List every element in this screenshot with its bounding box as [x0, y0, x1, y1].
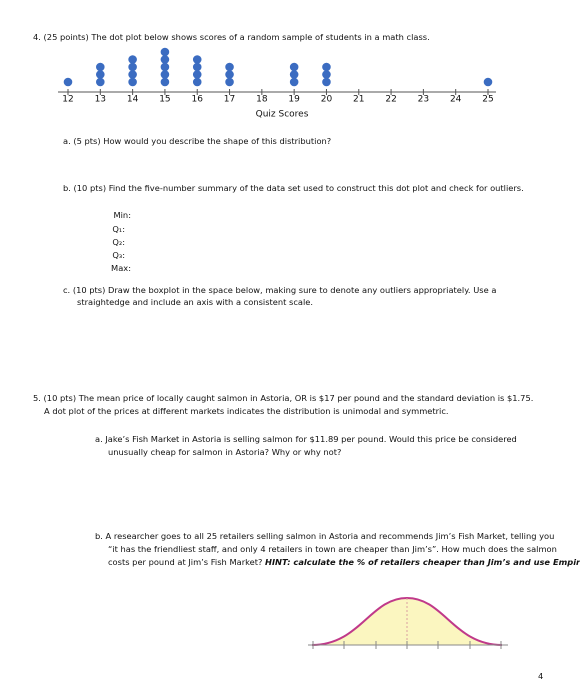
- x-tick-label: 22: [385, 95, 396, 105]
- dot: [128, 62, 137, 72]
- dot: [289, 70, 299, 79]
- x-tick-label: 14: [127, 95, 139, 105]
- dot: [160, 47, 170, 57]
- dot: [192, 77, 202, 87]
- question-part: unusually cheap for salmon in Astoria? W…: [108, 447, 342, 457]
- question-part: “it has the friendliest staff, and only …: [108, 544, 557, 554]
- x-axis-label: Quiz Scores: [256, 110, 309, 120]
- dot-column: [225, 62, 234, 87]
- question-part: a. (5 pts) How would you describe the sh…: [63, 136, 332, 146]
- dot: [192, 55, 202, 64]
- ticks: [312, 641, 502, 649]
- question-heading: 5. (10 pts) The mean price of locally ca…: [33, 393, 534, 403]
- question-part: b. (10 pts) Find the five-number summary…: [63, 183, 524, 193]
- question-heading: A dot plot of the prices at different ma…: [44, 406, 449, 416]
- summary-label: Max:: [111, 263, 131, 273]
- dot: [322, 62, 331, 72]
- x-tick-label: 15: [159, 95, 170, 105]
- x-tick-label: 23: [418, 95, 429, 105]
- dot: [160, 55, 170, 64]
- x-tick-label: 21: [353, 95, 364, 105]
- dot: [160, 70, 170, 79]
- dot: [225, 77, 234, 87]
- hint: HINT: calculate the % of retailers cheap…: [265, 557, 580, 567]
- x-tick-label: 16: [192, 95, 204, 105]
- dot-column: [96, 62, 105, 87]
- summary-label: Q₁:: [112, 224, 125, 234]
- dot-column: [483, 77, 493, 87]
- dot-column: [289, 62, 299, 87]
- dot: [192, 70, 202, 79]
- page-number: 4: [538, 671, 544, 681]
- dot-column: [322, 62, 331, 87]
- dot: [96, 77, 105, 87]
- dot: [128, 70, 137, 79]
- dot: [289, 77, 299, 87]
- dot: [322, 77, 331, 87]
- x-tick-label: 19: [288, 95, 300, 105]
- summary-label: Q₂:: [112, 237, 125, 247]
- question-part: costs per pound at Jim’s Fish Market? HI…: [108, 558, 580, 566]
- x-tick-label: 13: [95, 95, 106, 105]
- dot: [225, 62, 234, 72]
- dot: [225, 70, 234, 79]
- dot-plot: 12 13 14 15 16 17 18 19 20 21 22 23 24 25 Quiz Scores: [58, 47, 496, 120]
- dot-column: [63, 77, 73, 87]
- dot: [160, 77, 170, 87]
- dot: [128, 55, 137, 64]
- question-part: b. A researcher goes to all 25 retailers…: [95, 531, 555, 541]
- summary-label: Min:: [113, 210, 131, 220]
- dot-column: [160, 47, 170, 87]
- dot: [483, 77, 493, 87]
- dot: [322, 70, 331, 79]
- question-part: straightedge and include an axis with a …: [77, 297, 314, 307]
- question-heading: 4. (25 points) The dot plot below shows …: [33, 32, 430, 42]
- dot: [289, 62, 299, 72]
- summary-label: Q₃:: [112, 250, 125, 260]
- question-text: costs per pound at Jim’s Fish Market?: [108, 557, 266, 567]
- question-part: c. (10 pts) Draw the boxplot in the spac…: [63, 285, 497, 295]
- dot-column: [128, 55, 137, 87]
- x-tick-label: 20: [321, 95, 333, 105]
- dot: [192, 62, 202, 72]
- dot: [96, 70, 105, 79]
- curve-fill: [312, 598, 502, 645]
- x-tick-label: 25: [482, 95, 493, 105]
- dot: [128, 77, 137, 87]
- curve: [311, 596, 503, 646]
- dot: [63, 77, 73, 87]
- question-part: a. Jake’s Fish Market in Astoria is sell…: [95, 434, 517, 444]
- x-tick-label: 17: [224, 95, 235, 105]
- x-tick-label: 18: [256, 95, 268, 105]
- dot-column: [192, 55, 202, 87]
- x-tick-label: 12: [62, 95, 73, 105]
- dot: [96, 62, 105, 72]
- x-tick-label: 24: [450, 95, 462, 105]
- dot: [160, 62, 170, 72]
